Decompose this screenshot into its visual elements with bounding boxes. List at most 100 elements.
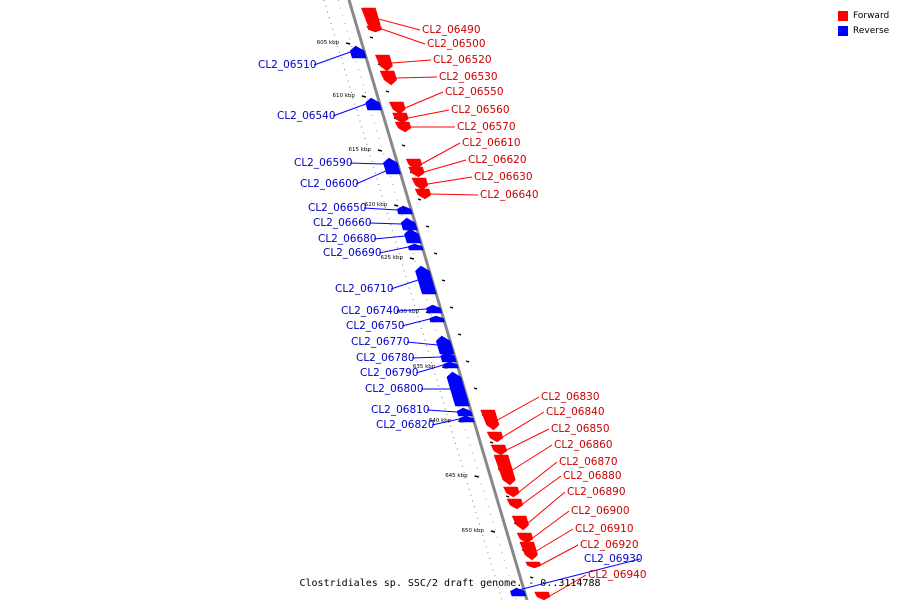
gene-CL2_06870[interactable]	[503, 486, 520, 498]
gene-label[interactable]: CL2_06590	[294, 157, 353, 169]
gene-label[interactable]: CL2_06890	[567, 486, 626, 498]
minor-tick	[457, 333, 462, 336]
gene-label[interactable]: CL2_06530	[439, 71, 498, 83]
minor-tick	[385, 90, 390, 93]
tick-label: 605 kbp	[317, 40, 340, 46]
gene-label[interactable]: CL2_06690	[323, 247, 382, 259]
gene-CL2_06520[interactable]	[374, 54, 393, 72]
gene-label[interactable]: CL2_06610	[462, 137, 521, 149]
reverse-swatch	[838, 25, 848, 36]
label-leader	[522, 475, 562, 505]
gene-label[interactable]: CL2_06910	[575, 523, 634, 535]
gene-CL2_06900[interactable]	[516, 532, 534, 544]
gene-CL2_06630[interactable]	[411, 177, 429, 191]
gene-CL2_06640[interactable]	[414, 188, 432, 200]
gene-CL2_06860[interactable]	[493, 454, 516, 486]
genome-backbone	[347, 0, 529, 600]
gene-label[interactable]: CL2_06920	[580, 539, 639, 551]
gene-label[interactable]: CL2_06500	[427, 38, 486, 50]
gene-CL2_06790[interactable]	[442, 361, 459, 369]
gene-CL2_06840[interactable]	[486, 431, 504, 443]
tick-mark	[361, 95, 367, 98]
gene-label[interactable]: CL2_06900	[571, 505, 630, 517]
gene-CL2_06750[interactable]	[429, 315, 445, 323]
gene-label[interactable]: CL2_06640	[480, 189, 539, 201]
gene-CL2_06920[interactable]	[525, 561, 542, 569]
label-leader	[332, 103, 367, 117]
gene-label[interactable]: CL2_06630	[474, 171, 533, 183]
gene-CL2_06820[interactable]	[458, 415, 475, 423]
gene-CL2_06890[interactable]	[511, 515, 530, 531]
tick-label: 610 kbp	[332, 93, 355, 99]
gene-CL2_06910[interactable]	[519, 541, 538, 561]
ruler-dotted-line	[323, 0, 503, 600]
label-leader	[349, 162, 384, 165]
gene-label[interactable]: CL2_06880	[563, 470, 622, 482]
gene-CL2_06770[interactable]	[435, 335, 455, 355]
minor-tick	[369, 36, 374, 39]
gene-label[interactable]: CL2_06600	[300, 178, 359, 190]
gene-label[interactable]: CL2_06680	[318, 233, 377, 245]
gene-label[interactable]: CL2_06550	[445, 86, 504, 98]
gene-CL2_06680[interactable]	[404, 228, 422, 244]
label-leader	[406, 341, 438, 346]
gene-CL2_06510[interactable]	[349, 45, 367, 59]
gene-label[interactable]: CL2_06810	[371, 404, 430, 416]
tick-ruler: 605 kbp 610 kbp 615 kbp 620 kbp 625 kbp 630 k…	[317, 0, 534, 600]
gene-CL2_06880[interactable]	[506, 498, 524, 510]
gene-CL2_06800[interactable]	[446, 371, 470, 407]
tick-label: 645 kbp	[445, 473, 468, 479]
gene-label[interactable]: CL2_06790	[360, 367, 419, 379]
gene-label[interactable]: CL2_06660	[313, 217, 372, 229]
tick-mark	[490, 530, 496, 533]
gene-label[interactable]: CL2_06800	[365, 383, 424, 395]
gene-CL2_06940[interactable]	[534, 591, 551, 600]
gene-label[interactable]: CL2_06710	[335, 283, 394, 295]
gene-label[interactable]: CL2_06740	[341, 305, 400, 317]
label-leader	[411, 356, 441, 359]
gene-CL2_06600[interactable]	[385, 167, 401, 175]
label-leader	[527, 491, 566, 524]
gene-CL2_06550[interactable]	[388, 101, 406, 115]
gene-label[interactable]: CL2_06520	[433, 54, 492, 66]
gene-label[interactable]: CL2_06780	[356, 352, 415, 364]
gene-label[interactable]: CL2_06770	[351, 336, 410, 348]
gene-label[interactable]: CL2_06830	[541, 391, 600, 403]
label-leader	[391, 59, 432, 64]
gene-CL2_06500[interactable]	[366, 25, 383, 33]
gene-label[interactable]: CL2_06850	[551, 423, 610, 435]
gene-CL2_06560[interactable]	[392, 112, 409, 124]
gene-label[interactable]: CL2_06840	[546, 406, 605, 418]
gene-label[interactable]: CL2_06620	[468, 154, 527, 166]
gene-CL2_06930[interactable]	[510, 587, 527, 597]
gene-CL2_06570[interactable]	[394, 121, 412, 133]
gene-CL2_06530[interactable]	[379, 70, 398, 86]
gene-label[interactable]: CL2_06750	[346, 320, 405, 332]
tick-label: 635 kbp	[413, 364, 436, 370]
gene-label[interactable]: CL2_06490	[422, 24, 481, 36]
gene-label[interactable]: CL2_06860	[554, 439, 613, 451]
gene-CL2_06690[interactable]	[407, 243, 424, 251]
gene-label[interactable]: CL2_06570	[457, 121, 516, 133]
gene-CL2_06710[interactable]	[415, 265, 437, 295]
label-leader	[427, 176, 473, 185]
gene-label[interactable]: CL2_06940	[588, 569, 647, 581]
label-leader	[506, 428, 550, 451]
tick-label: 630 kbp	[397, 309, 420, 315]
gene-CL2_06540[interactable]	[365, 97, 382, 111]
gene-labels: CL2_06490 CL2_06500 CL2_06510 CL2_06520 CL2_…	[258, 18, 647, 597]
gene-label[interactable]: CL2_06870	[559, 456, 618, 468]
gene-CL2_06830[interactable]	[480, 409, 500, 431]
gene-CL2_06620[interactable]	[408, 166, 425, 178]
gene-label[interactable]: CL2_06930	[584, 553, 643, 565]
gene-CL2_06650[interactable]	[396, 205, 413, 215]
gene-label[interactable]: CL2_06820	[376, 419, 435, 431]
gene-label[interactable]: CL2_06560	[451, 104, 510, 116]
gene-label[interactable]: CL2_06540	[277, 110, 336, 122]
gene-CL2_06850[interactable]	[490, 444, 508, 456]
tick-mark	[345, 42, 351, 45]
gene-label[interactable]: CL2_06650	[308, 202, 367, 214]
minor-tick	[401, 144, 406, 147]
gene-CL2_06740[interactable]	[426, 304, 443, 314]
gene-label[interactable]: CL2_06510	[258, 59, 317, 71]
